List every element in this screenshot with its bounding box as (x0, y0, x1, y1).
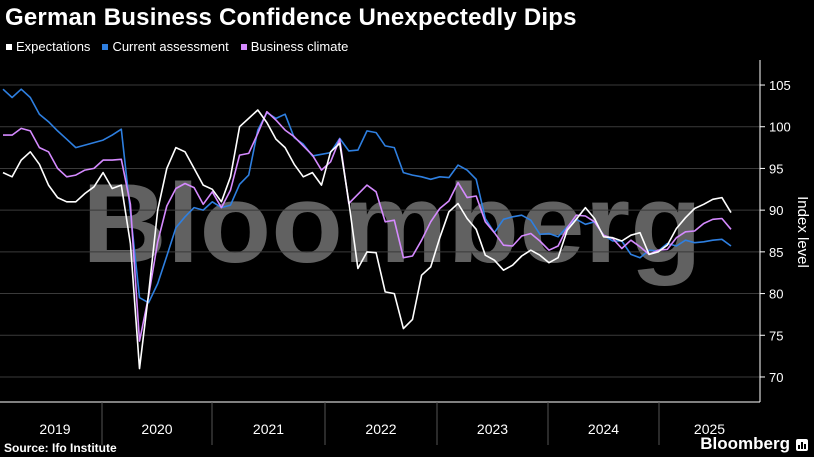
expectations-line (2, 109, 732, 370)
legend: Expectations Current assessment Business… (6, 39, 348, 54)
y-tick-label-90: 90 (769, 203, 783, 218)
y-tick-label-85: 85 (769, 245, 783, 260)
legend-label-current-assessment: Current assessment (112, 39, 229, 54)
x-tick-label-2020: 2020 (141, 421, 172, 437)
legend-item-expectations: Expectations (6, 39, 90, 54)
y-tick-label-105: 105 (769, 78, 791, 93)
x-tick-label-2023: 2023 (477, 421, 508, 437)
legend-label-expectations: Expectations (16, 39, 91, 54)
y-tick-label-100: 100 (769, 120, 791, 135)
current-assessment-line (2, 88, 732, 304)
legend-swatch-current-assessment (102, 43, 109, 50)
legend-swatch-business-climate (240, 43, 247, 50)
x-tick-label-2022: 2022 (365, 421, 396, 437)
source-note: Source: Ifo Institute (4, 441, 117, 455)
brand-logo-text: Bloomberg (700, 434, 790, 453)
bar-chart-icon (796, 439, 808, 451)
y-tick-label-95: 95 (769, 161, 783, 176)
x-tick-label-2019: 2019 (39, 421, 70, 437)
y-axis-title: Index level (794, 196, 811, 268)
chart-title: German Business Confidence Unexpectedly … (5, 4, 577, 31)
legend-label-business-climate: Business climate (250, 39, 349, 54)
legend-item-current-assessment: Current assessment (102, 39, 229, 54)
legend-swatch-expectations (6, 43, 12, 50)
y-tick-label-75: 75 (769, 328, 783, 343)
watermark-text: Bloomberg (82, 161, 702, 286)
x-tick-label-2025: 2025 (694, 421, 725, 437)
x-tick-label-2021: 2021 (253, 421, 284, 437)
y-tick-label-70: 70 (769, 370, 783, 385)
y-tick-label-80: 80 (769, 287, 783, 302)
legend-item-business-climate: Business climate (240, 39, 349, 54)
x-tick-label-2024: 2024 (588, 421, 619, 437)
